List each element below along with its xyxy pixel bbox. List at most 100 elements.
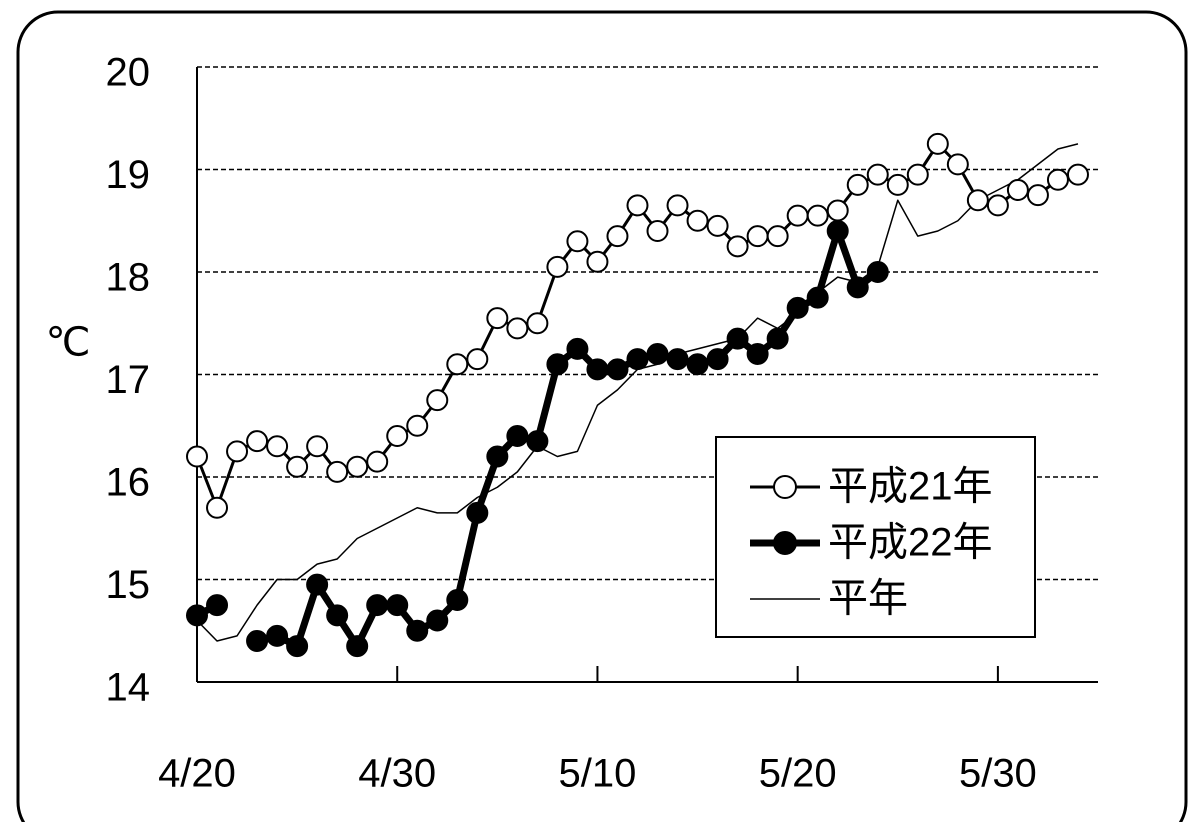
x-tick-label: 5/20: [759, 752, 837, 796]
data-point: [626, 348, 649, 371]
data-point: [386, 425, 409, 447]
data-point: [786, 204, 809, 227]
data-point: [726, 327, 749, 350]
y-tick-label: 19: [106, 153, 151, 197]
data-point: [546, 353, 569, 376]
data-point: [766, 225, 789, 248]
data-point: [326, 604, 349, 627]
legend-label: 平成22年: [828, 521, 993, 565]
y-tick-label: 14: [106, 666, 151, 710]
data-point: [866, 163, 889, 186]
legend-marker: [773, 531, 797, 555]
data-point: [246, 630, 269, 652]
legend-label: 平年: [828, 577, 908, 621]
data-point: [666, 194, 689, 217]
data-point: [626, 194, 649, 217]
legend-label: 平成21年: [828, 465, 993, 509]
data-point: [806, 286, 829, 309]
y-axis-label: ℃: [46, 321, 91, 365]
data-point: [1006, 179, 1029, 201]
data-point: [686, 353, 709, 376]
data-point: [506, 317, 529, 340]
data-point: [286, 635, 309, 658]
data-point: [866, 261, 889, 283]
data-point: [426, 389, 449, 412]
data-point: [646, 343, 669, 365]
data-point: [606, 358, 629, 381]
data-point: [346, 455, 369, 478]
data-point: [906, 163, 929, 186]
data-point: [266, 624, 289, 647]
data-point: [366, 450, 389, 473]
data-point: [186, 604, 208, 627]
data-point: [306, 573, 329, 596]
data-point: [486, 445, 509, 468]
x-tick-label: 5/10: [559, 752, 637, 796]
data-point: [226, 440, 249, 463]
data-point: [346, 635, 369, 658]
data-point: [1046, 168, 1069, 191]
data-point: [206, 594, 229, 617]
data-point: [746, 343, 769, 365]
data-point: [686, 209, 709, 232]
data-point: [786, 296, 809, 319]
data-point: [406, 619, 429, 642]
data-point: [826, 199, 849, 222]
x-tick-label: 4/30: [358, 752, 436, 796]
data-point: [826, 220, 849, 242]
data-point: [286, 455, 309, 478]
data-point: [446, 589, 469, 611]
data-point: [446, 353, 469, 376]
legend-box: [715, 436, 1036, 638]
data-point: [246, 430, 269, 453]
data-point: [966, 189, 989, 212]
legend-marker: [773, 475, 797, 499]
data-point: [486, 307, 509, 330]
data-point: [806, 204, 829, 227]
data-point: [426, 609, 449, 632]
data-point: [526, 312, 549, 335]
data-point: [986, 194, 1009, 217]
data-point: [366, 594, 389, 617]
data-point: [1026, 184, 1049, 207]
data-point: [586, 250, 609, 273]
data-point: [666, 348, 689, 371]
data-point: [466, 501, 489, 524]
x-tick-label: 5/30: [959, 752, 1037, 796]
data-point: [886, 173, 909, 196]
data-point: [706, 348, 729, 371]
data-point: [206, 496, 229, 519]
data-point: [606, 225, 629, 248]
data-point: [506, 425, 529, 447]
data-point: [1066, 163, 1089, 186]
data-point: [946, 153, 969, 176]
data-point: [306, 435, 329, 458]
data-point: [846, 173, 869, 196]
data-point: [746, 225, 769, 248]
data-point: [706, 214, 729, 237]
chart-frame: [16, 10, 1188, 822]
data-point: [846, 276, 869, 299]
data-point: [926, 132, 949, 155]
data-point: [726, 235, 749, 258]
data-point: [566, 230, 589, 253]
data-point: [466, 348, 489, 371]
data-point: [406, 414, 429, 437]
data-point: [186, 445, 208, 468]
y-tick-label: 17: [106, 358, 151, 402]
y-tick-label: 15: [106, 563, 151, 607]
data-point: [546, 255, 569, 278]
data-point: [326, 460, 349, 483]
y-tick-label: 18: [106, 256, 151, 300]
x-tick-label: 4/20: [158, 752, 236, 796]
data-point: [266, 435, 289, 458]
data-point: [586, 358, 609, 381]
data-point: [526, 430, 549, 453]
data-point: [766, 327, 789, 350]
y-tick-label: 16: [106, 461, 151, 505]
y-tick-label: 20: [106, 51, 151, 95]
data-point: [566, 337, 589, 360]
data-point: [386, 594, 409, 617]
data-point: [646, 220, 669, 242]
